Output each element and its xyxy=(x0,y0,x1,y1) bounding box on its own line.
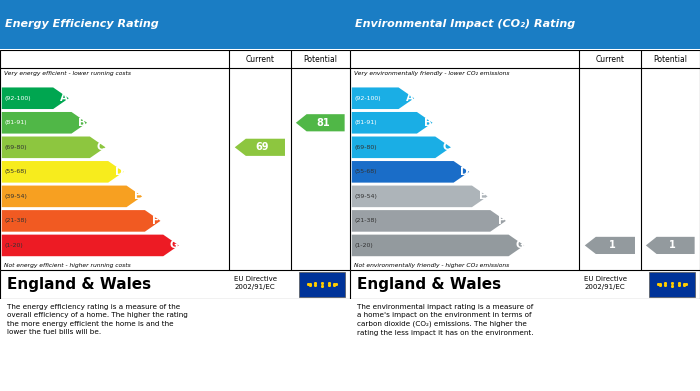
Text: (39-54): (39-54) xyxy=(354,194,377,199)
Text: F: F xyxy=(498,216,505,226)
Text: (69-80): (69-80) xyxy=(354,145,377,150)
Text: B: B xyxy=(78,118,86,128)
Polygon shape xyxy=(351,88,414,109)
Text: The energy efficiency rating is a measure of the
overall efficiency of a home. T: The energy efficiency rating is a measur… xyxy=(7,304,188,335)
Text: (81-91): (81-91) xyxy=(354,120,377,125)
Text: C: C xyxy=(442,142,450,152)
Text: Very energy efficient - lower running costs: Very energy efficient - lower running co… xyxy=(4,70,130,75)
Text: E: E xyxy=(134,191,141,201)
Polygon shape xyxy=(1,235,178,256)
Polygon shape xyxy=(351,136,451,158)
Text: (55-68): (55-68) xyxy=(4,169,27,174)
Polygon shape xyxy=(1,161,124,183)
Text: (39-54): (39-54) xyxy=(4,194,27,199)
Text: 1: 1 xyxy=(669,240,676,250)
Polygon shape xyxy=(234,139,285,156)
Text: D: D xyxy=(115,167,123,177)
Text: E: E xyxy=(480,191,486,201)
Text: (21-38): (21-38) xyxy=(4,219,27,223)
Text: 81: 81 xyxy=(316,118,330,128)
Text: (69-80): (69-80) xyxy=(4,145,27,150)
Text: (55-68): (55-68) xyxy=(354,169,377,174)
Text: Potential: Potential xyxy=(303,54,337,63)
Polygon shape xyxy=(351,161,469,183)
Text: G: G xyxy=(515,240,524,250)
Polygon shape xyxy=(351,210,506,232)
Text: 69: 69 xyxy=(256,142,269,152)
Text: Environmental Impact (CO₂) Rating: Environmental Impact (CO₂) Rating xyxy=(355,20,575,29)
Polygon shape xyxy=(1,186,142,207)
Text: (1-20): (1-20) xyxy=(354,243,373,248)
Polygon shape xyxy=(1,112,87,134)
Text: (92-100): (92-100) xyxy=(354,96,381,101)
Text: Not environmentally friendly - higher CO₂ emissions: Not environmentally friendly - higher CO… xyxy=(354,263,509,267)
Bar xyxy=(650,272,694,297)
Text: F: F xyxy=(152,216,160,226)
Polygon shape xyxy=(584,237,635,254)
Polygon shape xyxy=(646,237,694,254)
Text: A: A xyxy=(60,93,68,103)
Text: (92-100): (92-100) xyxy=(4,96,31,101)
Text: (1-20): (1-20) xyxy=(4,243,23,248)
Text: B: B xyxy=(424,118,432,128)
Text: Not energy efficient - higher running costs: Not energy efficient - higher running co… xyxy=(4,263,130,267)
Text: C: C xyxy=(97,142,104,152)
Text: Potential: Potential xyxy=(653,54,687,63)
Text: The environmental impact rating is a measure of
a home's impact on the environme: The environmental impact rating is a mea… xyxy=(357,304,533,336)
Text: England & Wales: England & Wales xyxy=(7,277,151,292)
Polygon shape xyxy=(1,210,160,232)
Polygon shape xyxy=(296,114,344,131)
Text: EU Directive
2002/91/EC: EU Directive 2002/91/EC xyxy=(584,276,627,290)
Text: England & Wales: England & Wales xyxy=(357,277,501,292)
Text: G: G xyxy=(170,240,178,250)
Text: 1: 1 xyxy=(609,240,616,250)
Text: D: D xyxy=(460,167,469,177)
Polygon shape xyxy=(351,112,433,134)
Polygon shape xyxy=(1,136,106,158)
Text: Current: Current xyxy=(246,54,274,63)
Text: Very environmentally friendly - lower CO₂ emissions: Very environmentally friendly - lower CO… xyxy=(354,70,509,75)
Polygon shape xyxy=(1,88,69,109)
Text: A: A xyxy=(405,93,414,103)
Text: Energy Efficiency Rating: Energy Efficiency Rating xyxy=(6,20,159,29)
Text: EU Directive
2002/91/EC: EU Directive 2002/91/EC xyxy=(234,276,277,290)
Text: Current: Current xyxy=(596,54,624,63)
Polygon shape xyxy=(351,186,487,207)
Bar xyxy=(300,272,344,297)
Text: (21-38): (21-38) xyxy=(354,219,377,223)
Text: (81-91): (81-91) xyxy=(4,120,27,125)
Polygon shape xyxy=(351,235,524,256)
